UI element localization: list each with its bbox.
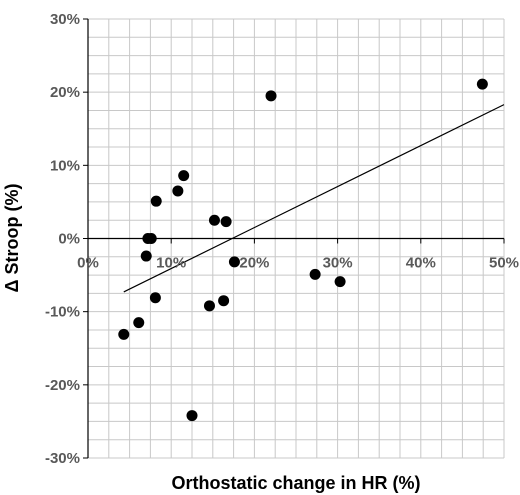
x-tick-label: 10% bbox=[156, 255, 186, 272]
y-tick-label: 30% bbox=[50, 11, 80, 28]
data-point bbox=[186, 410, 198, 422]
x-axis-title: Orthostatic change in HR (%) bbox=[171, 473, 420, 493]
data-points bbox=[118, 78, 488, 422]
data-point bbox=[140, 250, 152, 262]
data-point bbox=[476, 78, 488, 90]
data-point bbox=[178, 170, 190, 182]
x-tick-label: 20% bbox=[239, 255, 269, 272]
data-point bbox=[150, 195, 162, 207]
x-tick-label: 40% bbox=[406, 255, 436, 272]
trendline bbox=[123, 104, 505, 293]
axes bbox=[83, 18, 505, 459]
data-point bbox=[220, 216, 232, 228]
x-tick-label: 30% bbox=[323, 255, 353, 272]
data-point bbox=[133, 317, 145, 329]
data-point bbox=[228, 256, 240, 268]
y-tick-label: 20% bbox=[50, 84, 80, 101]
data-point bbox=[309, 268, 321, 280]
tick-labels: -30% -20% -10% 0% 10% 20% 30% 0% 10% 20% 30% 40% 50% bbox=[45, 11, 519, 467]
y-tick-label: -30% bbox=[45, 450, 80, 467]
y-tick-label: -10% bbox=[45, 304, 80, 321]
y-tick-label: 0% bbox=[58, 231, 80, 248]
x-tick-label: 50% bbox=[489, 255, 519, 272]
data-point bbox=[172, 185, 184, 197]
y-tick-label: 10% bbox=[50, 157, 80, 174]
data-point bbox=[218, 295, 230, 307]
data-point bbox=[149, 292, 161, 304]
data-point bbox=[265, 90, 277, 102]
data-point bbox=[118, 328, 130, 340]
y-tick-label: -20% bbox=[45, 377, 80, 394]
data-point bbox=[203, 300, 215, 312]
data-point bbox=[334, 276, 346, 288]
data-point bbox=[145, 233, 157, 244]
trendline-group bbox=[123, 104, 505, 293]
y-axis-title: Δ Stroop (%) bbox=[2, 184, 22, 293]
data-point bbox=[208, 214, 220, 226]
x-tick-label: 0% bbox=[77, 255, 99, 272]
